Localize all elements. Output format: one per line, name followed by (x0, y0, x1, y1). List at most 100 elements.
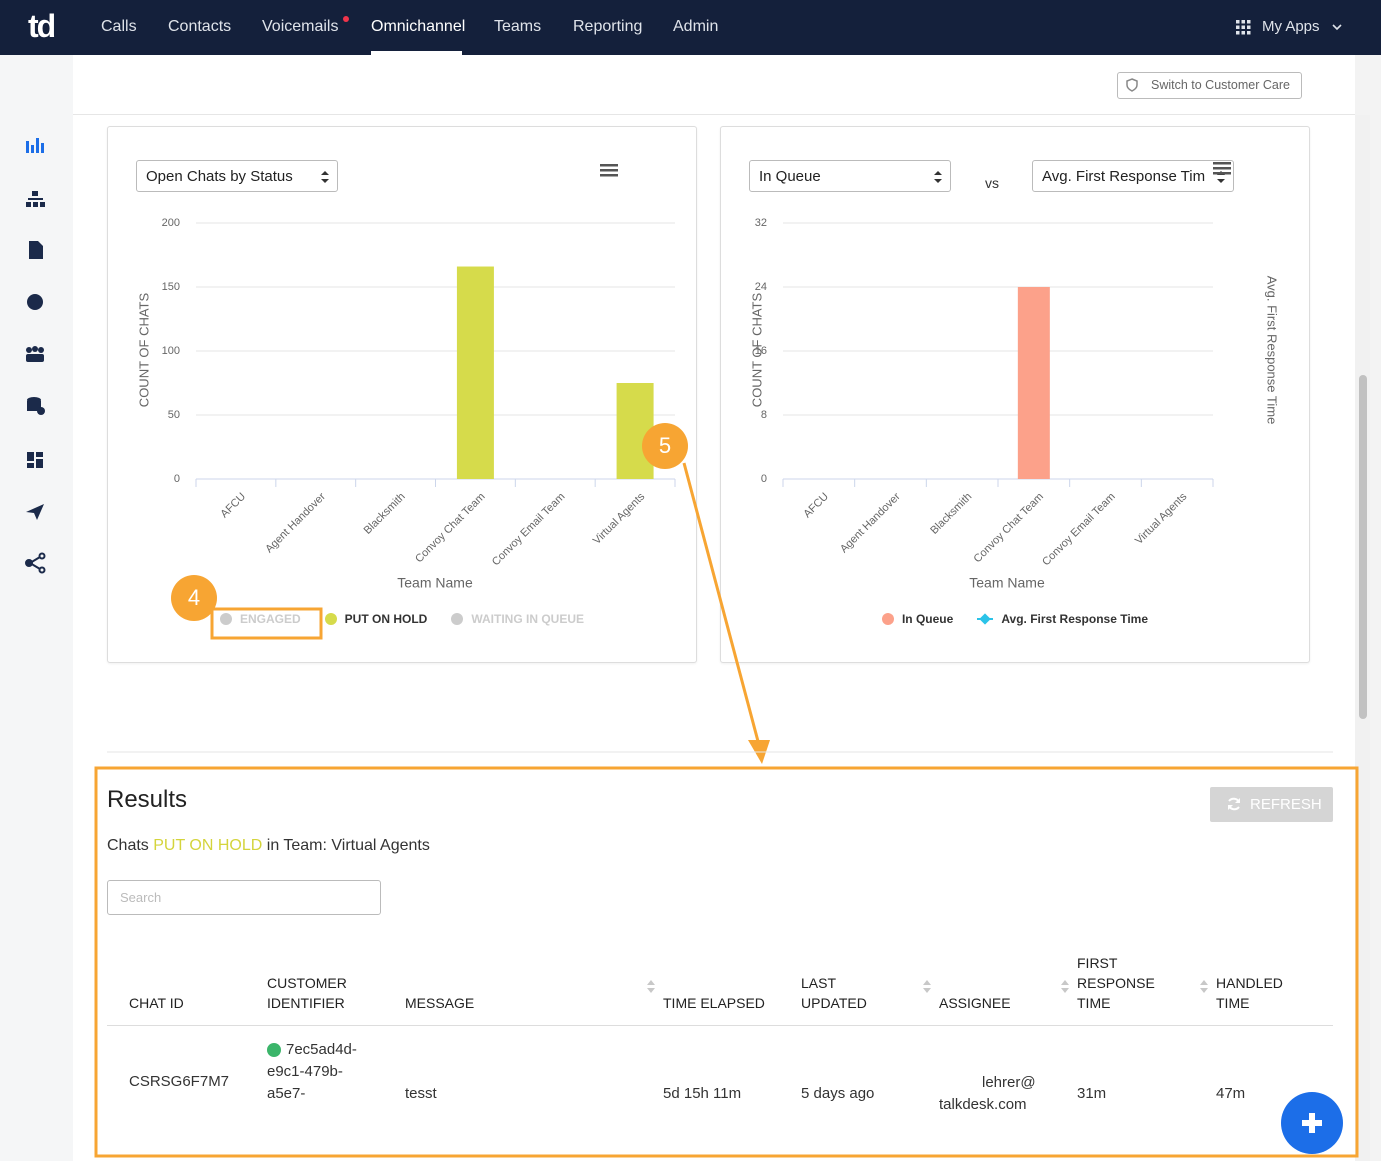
subtitle-text: Chats (107, 837, 149, 854)
top-nav: td Calls Contacts Voicemails Omnichannel… (0, 0, 1381, 55)
my-apps[interactable]: My Apps (1262, 18, 1320, 35)
subtitle-text: in Team: Virtual Agents (266, 837, 430, 854)
column-header[interactable]: MESSAGE (405, 995, 475, 1011)
menu-icon[interactable] (600, 164, 618, 177)
x-tick-label: Blacksmith (928, 491, 974, 537)
x-tick-label: AFCU (801, 491, 831, 521)
x-tick-label: Agent Handover (838, 490, 903, 555)
y-tick-label: 100 (162, 345, 180, 357)
team-icon[interactable] (26, 346, 44, 362)
org-icon[interactable] (26, 191, 45, 207)
chart-selector[interactable]: Open Chats by Status (136, 160, 338, 192)
cell: 5 days ago (801, 1085, 875, 1102)
legend-item: ENGAGED (219, 612, 301, 626)
database-icon[interactable] (27, 397, 45, 415)
y-axis-title: COUNT OF CHATS (749, 292, 764, 407)
y-axis-title: COUNT OF CHATS (136, 292, 151, 407)
legend-item: In Queue (881, 612, 954, 626)
x-tick-label: Convoy Chat Team (972, 491, 1047, 566)
legend-marker (451, 613, 464, 625)
y-tick-label: 16 (755, 345, 767, 357)
nav-item[interactable]: Calls (101, 18, 137, 35)
legend-item: WAITING IN QUEUE (451, 612, 584, 626)
legend-label: PUT ON HOLD (344, 612, 428, 626)
bar (456, 266, 494, 479)
column-header[interactable]: HANDLED TIME (1216, 975, 1283, 1011)
annotation-arrow (682, 462, 761, 746)
y-tick-label: 0 (761, 473, 767, 485)
nav-item[interactable]: Voicemails (262, 18, 339, 35)
x-tick-label: Virtual Agents (1133, 490, 1190, 547)
flow-icon[interactable] (25, 552, 46, 574)
nav-item[interactable]: Admin (673, 18, 719, 35)
annotation-box (210, 607, 323, 640)
globe-icon (267, 1043, 281, 1057)
apps-icon (1236, 20, 1251, 35)
table-header: CHAT ID CUSTOMER IDENTIFIER MESSAGE TIME… (0, 940, 1381, 1013)
settings-icon[interactable] (27, 294, 43, 310)
y-tick-label: 32 (755, 217, 767, 229)
header-divider (107, 1025, 1333, 1026)
annotation-badge (171, 575, 217, 621)
search-input[interactable]: Search (107, 880, 381, 915)
x-tick-label: Blacksmith (362, 491, 408, 537)
cell: tesst (405, 1085, 437, 1102)
chevron (1332, 24, 1342, 31)
nav-item[interactable]: Contacts (168, 18, 232, 35)
annotation-number: 4 (188, 585, 200, 610)
refresh-button[interactable]: REFRESH (1210, 787, 1333, 822)
results-title: Results (107, 786, 188, 813)
x-tick-label: Convoy Email Team (490, 491, 568, 569)
y-tick-label: 200 (162, 217, 180, 229)
x-axis-title: Team Name (397, 575, 473, 591)
column-header[interactable]: TIME ELAPSED (663, 995, 765, 1011)
sidebar (0, 55, 73, 1161)
chart-selector[interactable]: In Queue (749, 160, 951, 192)
fab[interactable] (1281, 1092, 1345, 1156)
active-underline (371, 51, 462, 55)
menu-icon[interactable] (1213, 162, 1231, 175)
column-header[interactable]: FIRST RESPONSE TIME (1077, 955, 1155, 1011)
legend-item: PUT ON HOLD (324, 612, 428, 626)
scrollbar-thumb[interactable] (1359, 375, 1367, 719)
x-tick-label: Virtual Agents (591, 490, 648, 547)
versus-label: vs (985, 175, 999, 191)
column-header[interactable]: LAST UPDATED (801, 975, 867, 1011)
notification-dot (343, 16, 349, 22)
legend-label: In Queue (901, 612, 954, 626)
shield-icon (1126, 78, 1138, 92)
nav-item[interactable]: Teams (494, 18, 542, 35)
y2-axis-title: Avg. First Response Time (1265, 276, 1280, 425)
logo[interactable]: td (28, 8, 56, 44)
switch-button[interactable]: Switch to Customer Care (1117, 72, 1302, 99)
nav-item[interactable]: Reporting (573, 18, 643, 35)
doc-icon[interactable] (29, 241, 43, 259)
column-header[interactable]: CUSTOMER IDENTIFIER (267, 975, 347, 1011)
column-header[interactable]: ASSIGNEE (939, 995, 1011, 1011)
annotation-box (94, 766, 1359, 1158)
x-tick-label: AFCU (218, 491, 248, 521)
legend-label: Avg. First Response Time (1001, 612, 1149, 626)
x-tick-label: Convoy Email Team (1040, 491, 1118, 569)
chart-selector[interactable]: Avg. First Response Tim (1032, 160, 1234, 192)
chart-panel (720, 126, 1310, 663)
cell: CSRSG6F7M7 (129, 1073, 230, 1090)
cell: 5d 15h 11m (663, 1085, 742, 1102)
reports-icon[interactable] (26, 138, 44, 153)
legend-marker (219, 613, 232, 625)
y-tick-label: 0 (174, 473, 180, 485)
x-tick-label: Convoy Chat Team (413, 491, 488, 566)
cell: 31m (1077, 1085, 1107, 1102)
y-tick-label: 8 (761, 409, 767, 421)
legend-marker (977, 613, 994, 625)
legend: In Queue Avg. First Response Time (720, 612, 1310, 626)
subtitle-status: PUT ON HOLD (153, 837, 263, 854)
cell: talkdesk.com (939, 1096, 1027, 1113)
chart-panel (107, 126, 697, 663)
dashboard-icon[interactable] (27, 452, 43, 468)
send-icon[interactable] (26, 504, 44, 520)
nav-item[interactable]: Omnichannel (371, 18, 466, 35)
column-header[interactable]: CHAT ID (129, 995, 184, 1011)
